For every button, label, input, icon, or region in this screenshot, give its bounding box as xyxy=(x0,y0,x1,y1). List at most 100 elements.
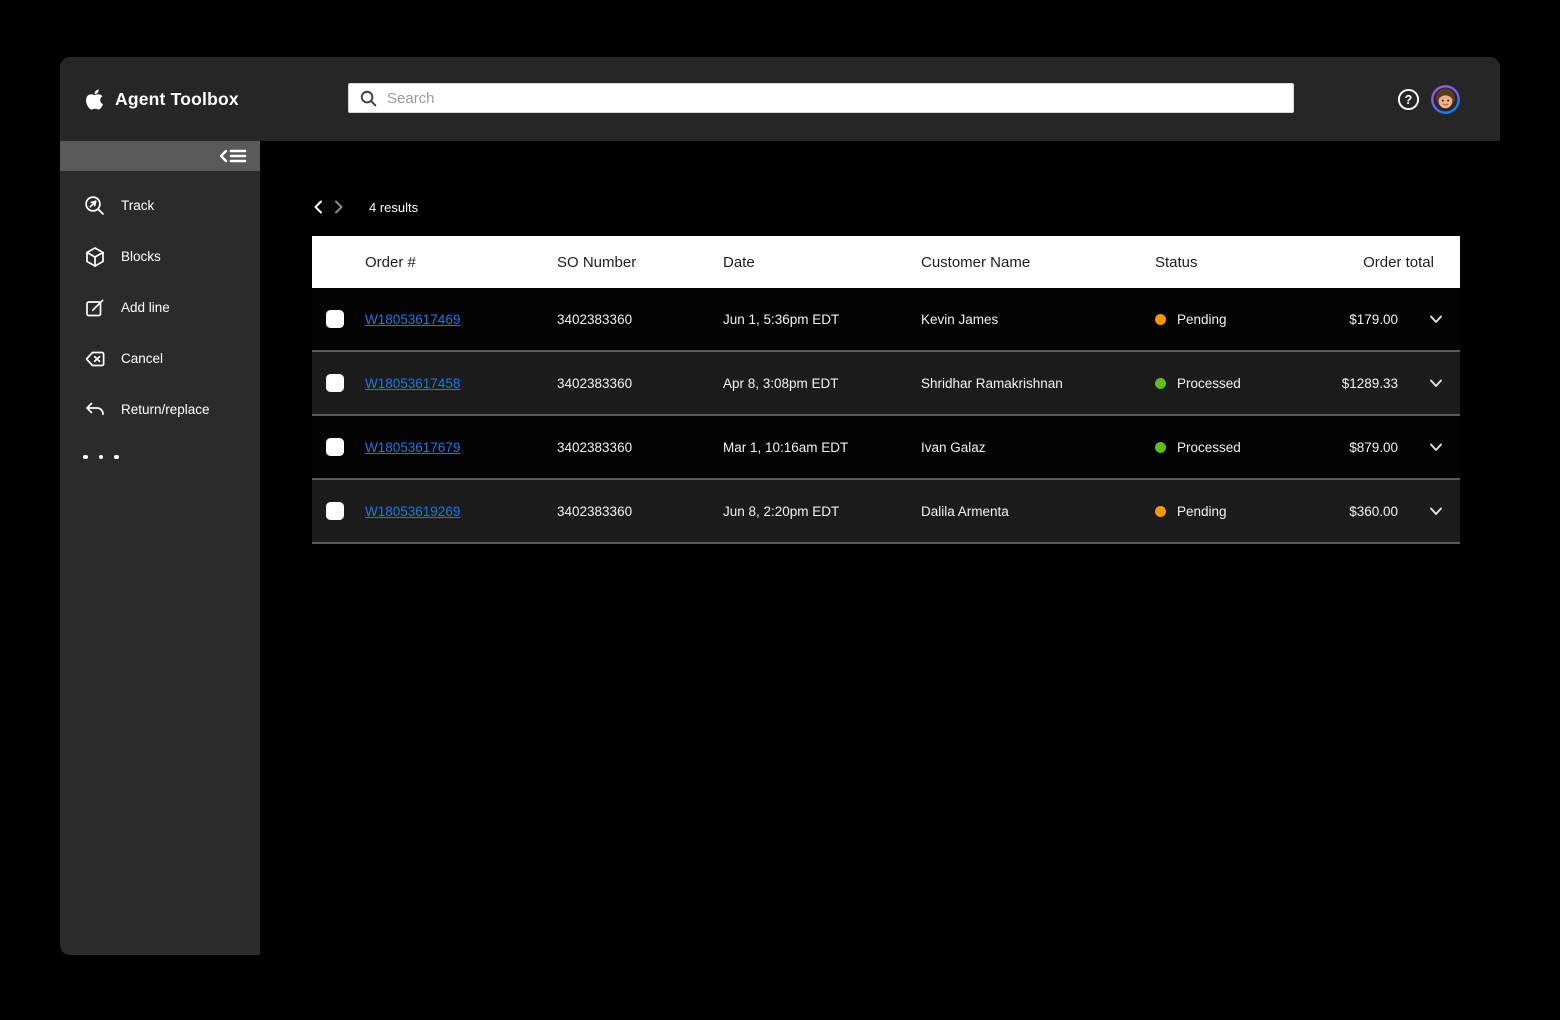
so-number-cell: 3402383360 xyxy=(557,375,633,391)
so-number-cell: 3402383360 xyxy=(557,311,633,327)
status-dot-icon xyxy=(1155,505,1166,517)
sidebar-collapse-button[interactable] xyxy=(60,141,260,171)
row-checkbox[interactable] xyxy=(326,310,344,328)
sidebar-item-label: Add line xyxy=(121,300,170,315)
status-cell: Processed xyxy=(1155,376,1300,391)
checkbox-cell xyxy=(312,502,365,520)
chevron-down-icon xyxy=(1430,379,1442,387)
sidebar: Track Blocks Add line xyxy=(60,141,260,955)
chevron-down-icon xyxy=(1430,443,1442,451)
sidebar-item-label: Track xyxy=(121,198,155,213)
pagination: 4 results xyxy=(312,199,418,215)
customer-name-cell: Kevin James xyxy=(921,311,999,327)
date-cell: Jun 1, 5:36pm EDT xyxy=(723,311,840,327)
chevron-down-icon xyxy=(1430,507,1442,515)
status-dot-icon xyxy=(1155,313,1166,325)
package-box-icon xyxy=(86,246,104,267)
sidebar-item-add-line[interactable]: Add line xyxy=(60,282,260,333)
app-header: Agent Toolbox ? xyxy=(60,57,1500,141)
order-total-cell: $879.00 xyxy=(1349,439,1398,455)
row-expand-button[interactable] xyxy=(1412,375,1460,391)
table-row: W18053619269 3402383360 Jun 8, 2:20pm ED… xyxy=(312,480,1460,544)
app-window: Agent Toolbox ? xyxy=(60,57,1500,955)
date-cell: Apr 8, 3:08pm EDT xyxy=(723,375,839,391)
orders-table: Order # SO Number Date Customer Name Sta… xyxy=(312,236,1460,544)
status-dot-icon xyxy=(1155,377,1166,389)
sidebar-more-button[interactable] xyxy=(60,447,260,467)
row-checkbox[interactable] xyxy=(326,374,344,392)
order-number-link[interactable]: W18053617458 xyxy=(365,375,461,391)
column-header-status: Status xyxy=(1155,253,1198,271)
column-header-so-number: SO Number xyxy=(557,253,637,271)
apple-logo-icon xyxy=(86,88,103,110)
so-number-cell: 3402383360 xyxy=(557,503,633,519)
sidebar-item-return-replace[interactable]: Return/replace xyxy=(60,384,260,435)
table-header-row: Order # SO Number Date Customer Name Sta… xyxy=(312,236,1460,288)
app-title: Agent Toolbox xyxy=(115,88,239,109)
row-expand-button[interactable] xyxy=(1412,311,1460,327)
order-total-cell: $179.00 xyxy=(1349,311,1398,327)
order-total-cell: $1289.33 xyxy=(1341,375,1398,391)
checkbox-cell xyxy=(312,438,365,456)
chevron-left-icon[interactable] xyxy=(312,199,324,215)
collapse-menu-icon xyxy=(219,149,247,163)
status-cell: Pending xyxy=(1155,312,1300,327)
order-cell: W18053617469 xyxy=(365,312,557,327)
backspace-x-icon xyxy=(85,351,105,366)
table-row: W18053617679 3402383360 Mar 1, 10:16am E… xyxy=(312,416,1460,480)
order-number-link[interactable]: W18053617469 xyxy=(365,311,461,327)
so-number-cell: 3402383360 xyxy=(557,439,633,455)
user-avatar[interactable] xyxy=(1431,84,1460,114)
column-header-order-total: Order total xyxy=(1363,253,1434,271)
customer-name-cell: Shridhar Ramakrishnan xyxy=(921,375,1063,391)
row-checkbox[interactable] xyxy=(326,502,344,520)
date-cell: Mar 1, 10:16am EDT xyxy=(723,439,849,455)
search-bar[interactable] xyxy=(348,83,1294,113)
sidebar-item-label: Blocks xyxy=(121,249,161,264)
status-cell: Processed xyxy=(1155,440,1300,455)
status-label: Pending xyxy=(1177,503,1227,519)
table-row: W18053617469 3402383360 Jun 1, 5:36pm ED… xyxy=(312,288,1460,352)
order-number-link[interactable]: W18053619269 xyxy=(365,503,461,519)
results-count: 4 results xyxy=(369,199,419,215)
column-header-order: Order # xyxy=(365,253,416,271)
column-header-date: Date xyxy=(723,253,755,271)
status-cell: Pending xyxy=(1155,504,1300,519)
sidebar-item-blocks[interactable]: Blocks xyxy=(60,231,260,282)
table-row: W18053617458 3402383360 Apr 8, 3:08pm ED… xyxy=(312,352,1460,416)
sidebar-item-label: Return/replace xyxy=(121,402,210,417)
date-cell: Jun 8, 2:20pm EDT xyxy=(723,503,840,519)
sidebar-item-cancel[interactable]: Cancel xyxy=(60,333,260,384)
sidebar-nav: Track Blocks Add line xyxy=(60,171,260,467)
sidebar-item-label: Cancel xyxy=(121,351,164,366)
row-expand-button[interactable] xyxy=(1412,439,1460,455)
track-search-icon xyxy=(85,195,104,215)
customer-name-cell: Ivan Galaz xyxy=(921,439,986,455)
chevron-down-icon xyxy=(1430,315,1442,323)
checkbox-cell xyxy=(312,374,365,392)
column-header-customer-name: Customer Name xyxy=(921,253,1031,271)
ellipsis-icon xyxy=(98,454,103,460)
compose-edit-icon xyxy=(86,299,104,316)
order-total-cell: $360.00 xyxy=(1349,503,1398,519)
brand: Agent Toolbox xyxy=(85,57,239,141)
order-cell: W18053617458 xyxy=(365,376,557,391)
table-body: W18053617469 3402383360 Jun 1, 5:36pm ED… xyxy=(312,288,1460,544)
row-expand-button[interactable] xyxy=(1412,503,1460,519)
status-label: Pending xyxy=(1177,311,1227,327)
return-arrow-icon xyxy=(86,402,104,415)
order-cell: W18053617679 xyxy=(365,440,557,455)
row-checkbox[interactable] xyxy=(326,438,344,456)
sidebar-item-track[interactable]: Track xyxy=(60,180,260,231)
order-number-link[interactable]: W18053617679 xyxy=(365,439,461,455)
customer-name-cell: Dalila Armenta xyxy=(921,503,1009,519)
search-input[interactable] xyxy=(387,89,1283,107)
search-icon xyxy=(360,90,377,106)
header-actions: ? xyxy=(1397,57,1460,141)
checkbox-cell xyxy=(312,310,365,328)
status-dot-icon xyxy=(1155,441,1166,453)
help-icon[interactable]: ? xyxy=(1397,88,1420,111)
ellipsis-icon xyxy=(83,454,88,460)
status-label: Processed xyxy=(1177,439,1241,455)
chevron-right-icon[interactable] xyxy=(333,199,345,215)
